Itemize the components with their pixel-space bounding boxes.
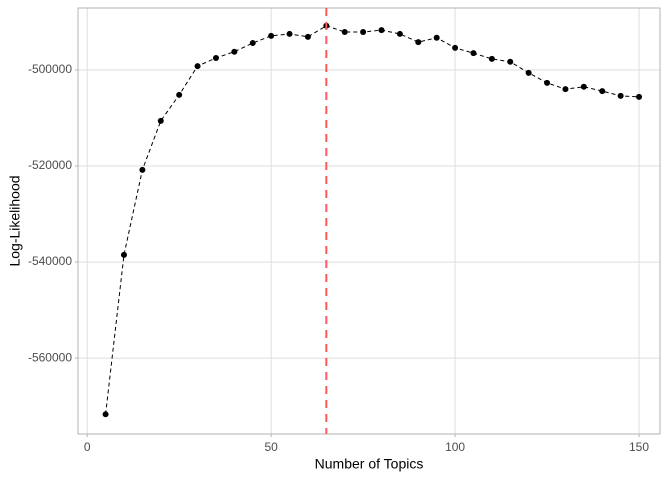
point	[470, 50, 477, 57]
point	[212, 54, 219, 61]
y-tick-label: -500000	[28, 62, 72, 76]
point	[268, 32, 275, 39]
point	[341, 29, 348, 36]
point	[249, 40, 256, 47]
y-axis-title: Log-Likelihood	[7, 175, 23, 266]
x-tick-label: 150	[629, 440, 649, 454]
x-axis-title: Number of Topics	[315, 456, 424, 472]
point	[360, 29, 367, 36]
point	[157, 117, 164, 124]
point	[415, 39, 422, 46]
point	[525, 69, 532, 76]
point	[396, 30, 403, 37]
point	[194, 63, 201, 70]
point	[636, 93, 643, 100]
point	[433, 34, 440, 41]
y-tick-label: -560000	[28, 350, 72, 364]
point	[286, 30, 293, 37]
line	[105, 25, 640, 415]
x-tick-label: 100	[445, 440, 465, 454]
y-tick-label: -520000	[28, 158, 72, 172]
y-tick-label: -540000	[28, 254, 72, 268]
point	[378, 27, 385, 34]
point	[120, 251, 127, 258]
point	[139, 166, 146, 173]
point	[617, 92, 624, 99]
point	[102, 411, 109, 418]
point	[599, 88, 606, 95]
point	[176, 91, 183, 98]
point	[507, 58, 514, 65]
panel-border	[77, 7, 661, 435]
point	[304, 33, 311, 40]
point	[231, 48, 238, 55]
x-tick-label: 0	[84, 440, 91, 454]
point	[580, 83, 587, 90]
point	[488, 55, 495, 62]
point	[562, 86, 569, 93]
point	[452, 44, 459, 51]
point	[544, 79, 551, 86]
x-tick-label: 50	[264, 440, 278, 454]
